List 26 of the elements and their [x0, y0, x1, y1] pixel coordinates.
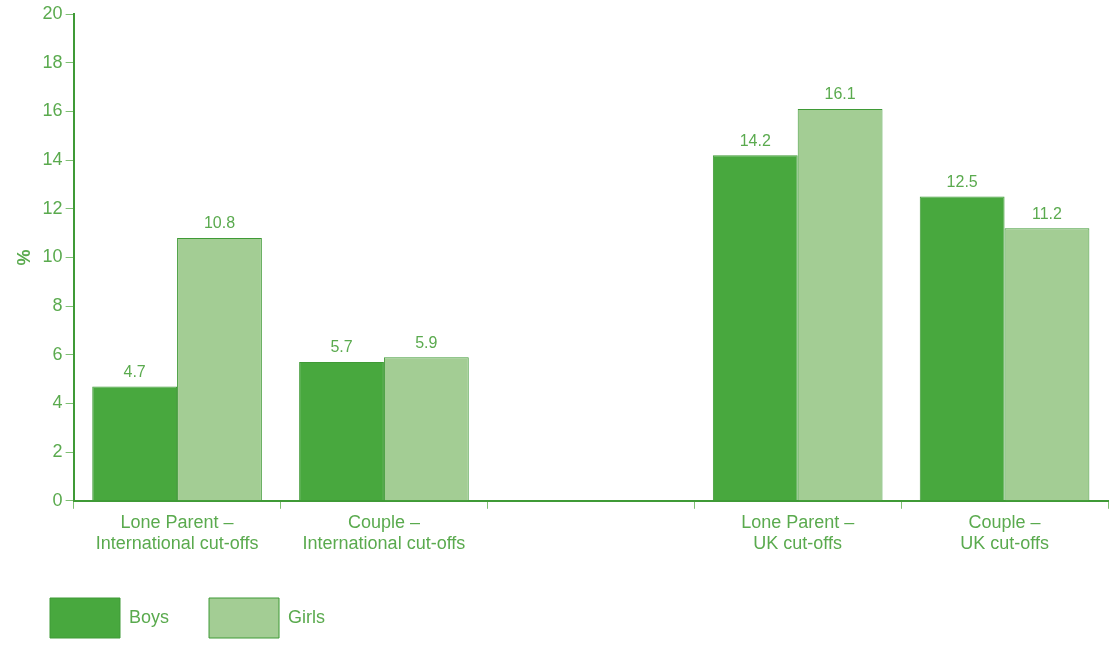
y-tick-label: 2 — [52, 441, 63, 462]
data-label: 11.2 — [1032, 204, 1063, 222]
y-tick-label: 18 — [42, 51, 63, 72]
legend-label: Girls — [288, 606, 326, 627]
data-label: 14.2 — [739, 131, 771, 149]
data-label: 16.1 — [824, 85, 856, 103]
y-tick-label: 0 — [52, 489, 63, 510]
x-tick-label: Lone Parent – UK cut-offs — [741, 511, 855, 554]
x-tick-label: Couple – UK cut-offs — [960, 511, 1049, 554]
y-tick-label: 16 — [42, 100, 63, 121]
y-tick-label: 6 — [52, 343, 63, 364]
y-axis-title: % — [13, 249, 34, 266]
data-label: 4.7 — [123, 362, 146, 380]
y-tick-label: 10 — [42, 246, 63, 267]
data-label: 12.5 — [946, 172, 978, 190]
y-tick-label: 20 — [42, 2, 63, 23]
y-tick-label: 12 — [42, 197, 63, 218]
data-label: 5.9 — [415, 333, 438, 351]
x-tick-label: Couple – International cut-offs — [302, 511, 466, 554]
y-tick-label: 8 — [52, 295, 63, 316]
data-label: 10.8 — [203, 214, 236, 232]
y-tick-label: 14 — [42, 149, 63, 170]
legend-label: Boys — [129, 606, 170, 627]
data-label: 5.7 — [330, 338, 353, 356]
y-tick-label: 4 — [52, 392, 63, 413]
x-tick-label: Lone Parent – International cut-offs — [95, 511, 259, 554]
